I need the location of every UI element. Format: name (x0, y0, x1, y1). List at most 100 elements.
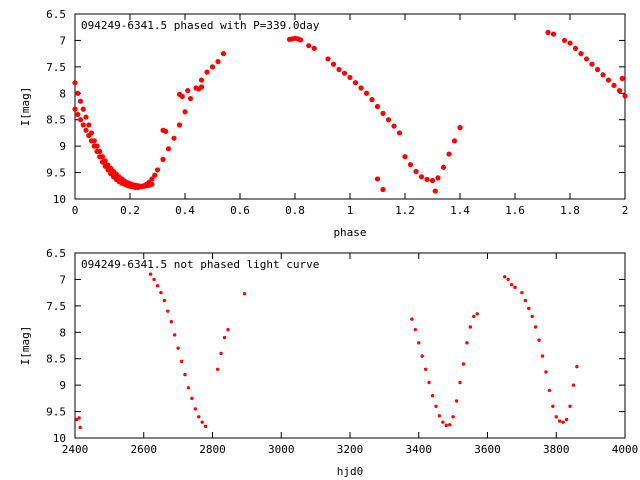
data-point (83, 127, 89, 133)
x-tick-label: 0.4 (175, 204, 195, 217)
data-point (437, 414, 442, 418)
y-tick-label: 9 (59, 140, 66, 153)
data-point (550, 31, 557, 37)
axis-ticks (74, 252, 626, 439)
data-point (88, 138, 95, 144)
y-tick-label: 9.5 (46, 167, 66, 180)
data-point (198, 77, 205, 83)
data-point (540, 354, 545, 358)
data-point (222, 335, 227, 340)
data-point (197, 415, 201, 419)
data-point (561, 420, 565, 424)
data-point (537, 338, 541, 342)
data-point (413, 168, 419, 175)
data-point (520, 290, 524, 295)
data-point (77, 98, 84, 104)
data-point (502, 275, 507, 279)
x-tick-label: 1.6 (505, 204, 525, 217)
x-tick-label: 1.4 (450, 204, 470, 217)
x-tick-label: 0.2 (120, 204, 140, 217)
data-point (176, 346, 180, 350)
data-point (219, 351, 223, 356)
y-tick-label: 8 (59, 87, 66, 100)
data-point (204, 69, 210, 75)
data-point (432, 188, 438, 194)
y-tick-labels: 6.5 7 7.5 8 8.5 9 9.5 10 (46, 8, 66, 206)
data-point (203, 424, 208, 429)
data-point (554, 415, 558, 419)
data-point (75, 417, 79, 422)
y-tick-label: 8.5 (46, 353, 66, 366)
data-point (154, 167, 161, 173)
data-point (619, 75, 625, 82)
x-tick-label: 1 (347, 204, 354, 217)
data-point (325, 56, 331, 62)
data-point (523, 298, 528, 303)
x-tick-label: 1.8 (560, 204, 580, 217)
data-point (77, 416, 81, 420)
data-point (461, 362, 466, 366)
data-point (77, 117, 84, 123)
data-point (97, 154, 103, 160)
data-point (561, 37, 568, 44)
data-point (583, 56, 590, 62)
data-point (444, 423, 448, 428)
data-point (468, 325, 473, 329)
data-point (215, 367, 220, 371)
data-point (545, 29, 551, 36)
data-point (420, 354, 424, 358)
data-point (169, 320, 173, 324)
data-point (423, 367, 428, 371)
data-point (78, 425, 82, 430)
x-tick-label: 3000 (268, 443, 295, 456)
x-tick-label: 3400 (406, 443, 433, 456)
chart-title: 094249-6341.5 phased with P=339.0day (81, 19, 320, 32)
y-tick-label: 7.5 (46, 61, 66, 74)
data-point (547, 388, 552, 393)
data-point (105, 167, 111, 173)
data-point (472, 314, 476, 319)
y-tick-label: 10 (53, 193, 66, 206)
data-point (413, 327, 418, 332)
axis-ticks (74, 13, 626, 200)
data-point (152, 172, 158, 178)
data-point (475, 312, 479, 316)
data-point (418, 174, 425, 180)
data-point (86, 122, 92, 128)
data-point (557, 419, 562, 423)
y-tick-label: 7.5 (46, 300, 66, 313)
data-point (465, 341, 469, 345)
data-point (80, 106, 86, 112)
data-point (451, 138, 458, 144)
data-point (530, 314, 534, 319)
x-tick-label: 2800 (199, 443, 226, 456)
data-point (200, 420, 204, 424)
data-point (171, 135, 177, 141)
data-point (567, 40, 573, 46)
data-point (186, 386, 191, 390)
phased-light-curve-panel: 0 0.2 0.4 0.6 0.8 1 1.2 1.4 1.6 1.8 2 6.5 7 7.5 8 8.5 9… (19, 8, 628, 239)
data-point (148, 272, 153, 276)
data-point (75, 111, 81, 118)
x-axis-label: hjd0 (337, 465, 364, 478)
data-point (447, 423, 452, 427)
plot-frame (74, 252, 626, 439)
data-point (80, 122, 86, 128)
x-tick-label: 2400 (62, 443, 89, 456)
data-point (506, 277, 510, 282)
data-point (564, 417, 569, 422)
data-point (509, 283, 514, 287)
data-point (163, 128, 169, 134)
data-point (380, 110, 386, 116)
x-tick-label: 3600 (474, 443, 501, 456)
data-point (86, 132, 92, 139)
y-tick-label: 8 (59, 326, 66, 339)
data-point (162, 298, 167, 303)
data-point (185, 88, 191, 94)
data-point (75, 90, 81, 96)
data-point (600, 72, 606, 78)
data-point (166, 309, 170, 313)
data-point (427, 380, 431, 385)
data-point (242, 292, 247, 296)
